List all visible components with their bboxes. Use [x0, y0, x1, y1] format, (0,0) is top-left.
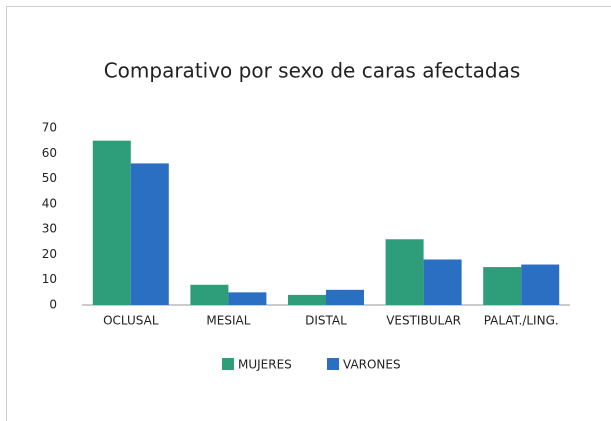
y-tick-label: 50	[42, 171, 57, 185]
bar	[326, 289, 364, 305]
x-tick-label: DISTAL	[305, 314, 347, 328]
y-tick-label: 10	[42, 272, 57, 286]
y-tick-label: 60	[42, 146, 57, 160]
x-tick-label: MESIAL	[206, 314, 250, 328]
y-tick-label: 30	[42, 222, 57, 236]
bar	[190, 284, 229, 305]
x-tick-label: OCLUSAL	[103, 314, 159, 328]
y-tick-label: 20	[42, 247, 57, 261]
y-tick-label: 40	[42, 196, 57, 210]
legend-label: MUJERES	[238, 358, 292, 372]
x-tick-label: VESTIBULAR	[386, 314, 461, 328]
legend-swatch	[327, 358, 339, 370]
y-tick-label: 0	[49, 298, 57, 312]
chart-title: Comparativo por sexo de caras afectadas	[104, 59, 521, 83]
bar	[130, 163, 169, 305]
y-tick-label: 70	[42, 121, 57, 135]
bar	[92, 140, 131, 305]
bar	[423, 259, 462, 305]
bar	[521, 264, 560, 305]
bar	[228, 292, 267, 305]
bar	[483, 267, 522, 305]
bar	[288, 294, 326, 305]
bar	[385, 239, 424, 305]
legend-label: VARONES	[343, 358, 401, 372]
x-tick-label: PALAT./LING.	[484, 314, 559, 328]
legend-swatch	[222, 358, 234, 370]
